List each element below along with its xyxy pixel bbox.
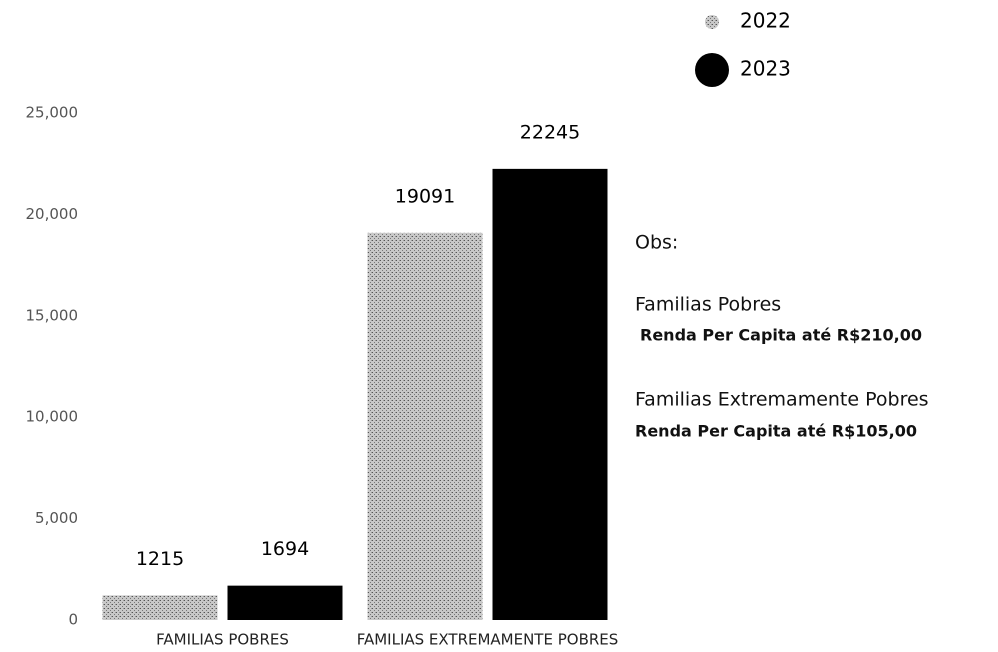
legend-label: 2023 bbox=[740, 57, 791, 81]
x-tick-label: FAMILIAS POBRES bbox=[156, 631, 289, 649]
note: Renda Per Capita até R$105,00 bbox=[635, 422, 917, 441]
bar bbox=[367, 232, 483, 620]
data-label: 22245 bbox=[520, 121, 580, 143]
data-label: 19091 bbox=[395, 185, 455, 207]
note: Familias Pobres bbox=[635, 294, 781, 316]
data-label: 1694 bbox=[261, 538, 309, 560]
y-tick-label: 25,000 bbox=[26, 104, 79, 122]
bar bbox=[492, 168, 608, 620]
bar bbox=[227, 585, 343, 620]
note: Familias Extremamente Pobres bbox=[635, 389, 929, 411]
legend-label: 2022 bbox=[740, 9, 791, 33]
y-tick-label: 10,000 bbox=[26, 408, 79, 426]
data-label: 1215 bbox=[136, 548, 184, 570]
legend-marker bbox=[695, 53, 729, 87]
y-tick-label: 15,000 bbox=[26, 306, 79, 324]
x-tick-label: FAMILIAS EXTREMAMENTE POBRES bbox=[357, 631, 619, 649]
note: Renda Per Capita até R$210,00 bbox=[640, 326, 922, 345]
y-tick-label: 20,000 bbox=[26, 205, 79, 223]
y-tick-label: 5,000 bbox=[35, 509, 78, 527]
y-tick-label: 0 bbox=[68, 611, 78, 629]
bar bbox=[102, 595, 218, 620]
note: Obs: bbox=[635, 232, 678, 254]
legend-marker bbox=[705, 15, 719, 29]
